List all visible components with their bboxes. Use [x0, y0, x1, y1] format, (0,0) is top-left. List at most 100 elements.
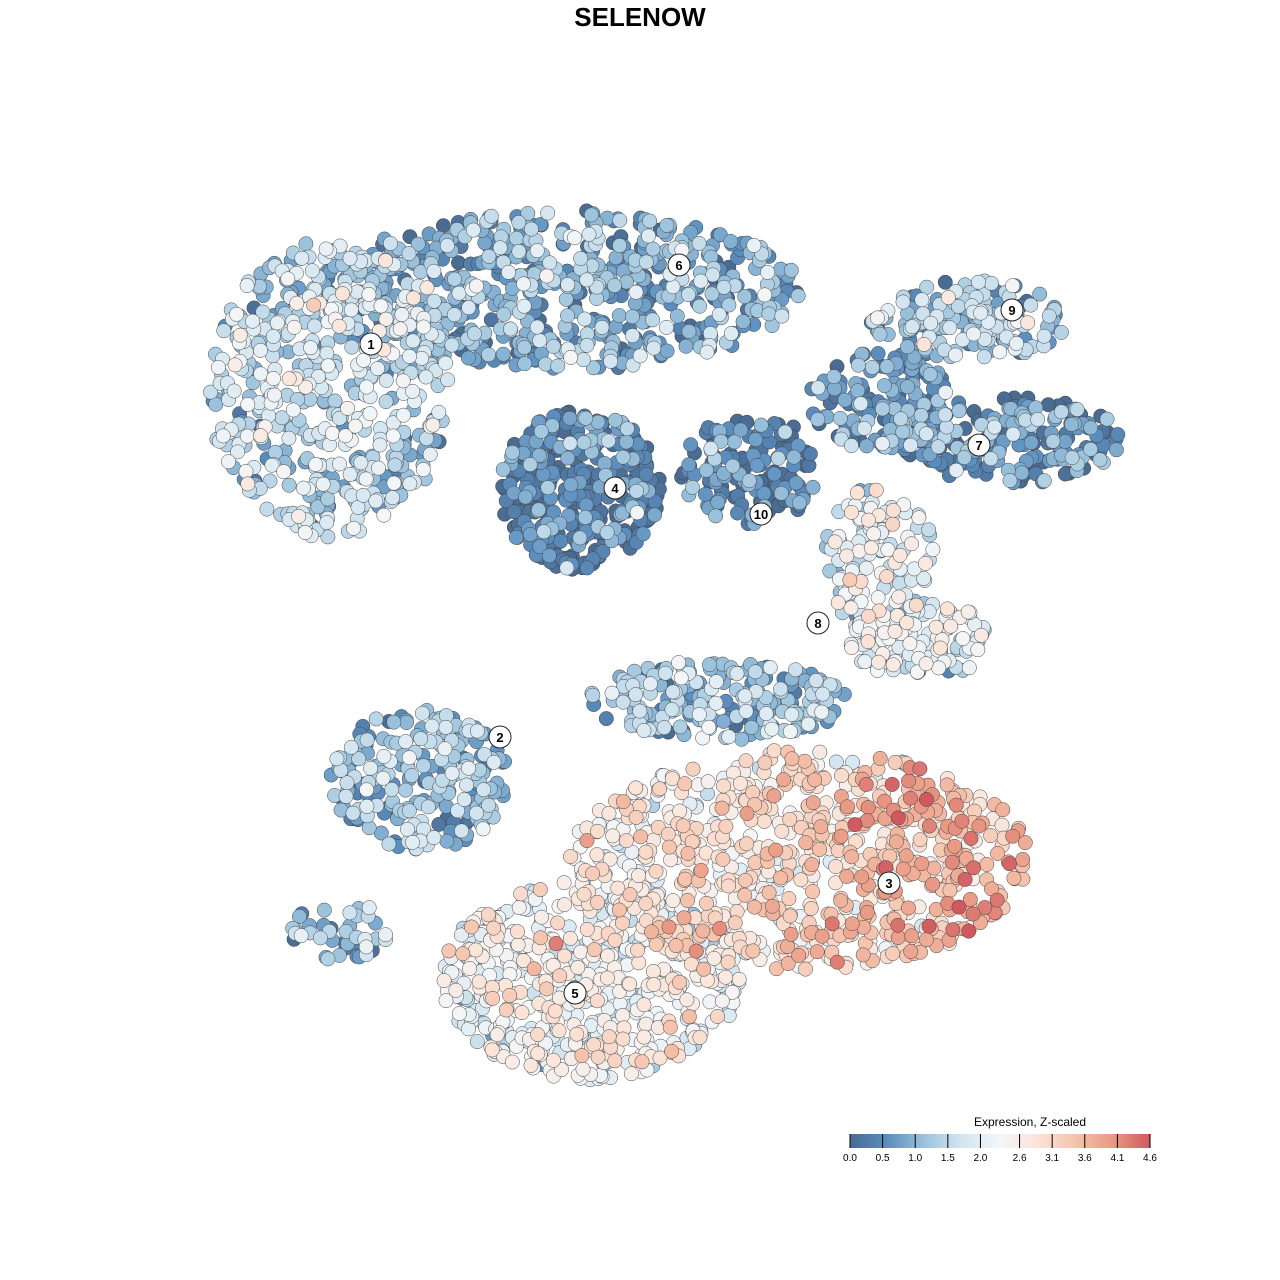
cell-point [529, 243, 545, 259]
cell-point [874, 436, 890, 452]
cell-point [319, 345, 335, 361]
cell-point [253, 428, 269, 444]
cell-point [645, 241, 661, 257]
cell-point [710, 1008, 725, 1024]
cell-point [594, 319, 610, 335]
cell-point [439, 238, 455, 254]
cell-point [659, 217, 675, 233]
cell-point [749, 458, 765, 473]
cell-point [681, 1009, 697, 1025]
cell-point [404, 768, 420, 784]
cell-point [573, 944, 589, 960]
cell-point [517, 356, 533, 372]
cell-point [895, 861, 911, 877]
cell-point [913, 407, 929, 423]
cell-point [783, 926, 799, 942]
cell-point [359, 798, 375, 814]
cell-point [912, 832, 928, 848]
cell-point [1064, 416, 1080, 432]
cell-point [557, 897, 572, 913]
cluster-label-5: 5 [563, 981, 587, 1005]
cell-point [548, 936, 564, 951]
cluster-label-text: 4 [611, 481, 619, 496]
cell-point [615, 1008, 631, 1023]
cell-point [937, 274, 953, 290]
cell-point [646, 977, 662, 992]
cell-point [210, 359, 226, 375]
cell-point [575, 1061, 591, 1077]
cell-point [436, 973, 452, 989]
cell-point [402, 348, 417, 364]
cell-point [638, 844, 654, 860]
cell-point [861, 512, 876, 528]
cell-point [764, 898, 780, 914]
cell-point [590, 894, 606, 910]
cell-point [860, 800, 876, 815]
legend-tick-label: 0.0 [843, 1153, 857, 1164]
cell-point [885, 516, 901, 532]
cell-point [808, 673, 824, 688]
cell-point [492, 240, 508, 256]
cell-point [892, 547, 908, 563]
cell-point [659, 319, 674, 335]
cell-point [890, 810, 906, 826]
cell-point [535, 467, 551, 482]
legend-tick-label: 3.1 [1045, 1153, 1060, 1164]
cell-point [516, 276, 532, 292]
cell-point [661, 839, 677, 855]
cell-point [773, 870, 788, 886]
cell-point [276, 464, 292, 480]
cell-point [858, 560, 874, 576]
legend-tick-label: 4.1 [1110, 1153, 1125, 1164]
cell-point [461, 300, 477, 316]
cell-point [376, 748, 392, 764]
cell-point [837, 392, 853, 408]
cell-point [868, 482, 884, 498]
cell-point [431, 404, 447, 420]
cell-point [815, 686, 831, 702]
cell-point [766, 788, 782, 804]
cell-point [304, 263, 320, 279]
cell-point [938, 384, 953, 400]
cell-point [556, 948, 572, 964]
cell-point [961, 923, 977, 939]
cell-point [529, 319, 545, 335]
cell-point [320, 358, 336, 374]
cell-point [770, 450, 786, 466]
cell-point [887, 754, 903, 770]
cell-point [725, 458, 741, 474]
cell-point [918, 791, 934, 807]
cell-point [810, 380, 826, 396]
cell-point [629, 483, 644, 499]
cell-point [782, 908, 798, 924]
cell-point [945, 922, 961, 938]
cell-point [870, 310, 885, 326]
cell-point [1064, 450, 1080, 466]
cell-point [739, 836, 755, 852]
cell-point [227, 357, 243, 373]
cell-point [438, 719, 454, 735]
cell-point [531, 502, 547, 518]
cell-point [586, 1037, 602, 1053]
cell-point [245, 313, 261, 329]
cell-point [918, 555, 933, 571]
cell-point [810, 412, 826, 427]
cell-point [747, 855, 763, 871]
cell-point [601, 806, 617, 821]
cell-point [598, 711, 614, 727]
cell-point [550, 358, 566, 374]
cell-point [469, 1034, 485, 1050]
cell-point [622, 976, 638, 992]
cell-point [849, 485, 865, 501]
cell-point [662, 1019, 678, 1035]
cell-point [737, 887, 753, 903]
cell-point [619, 421, 635, 437]
cell-point [413, 731, 429, 747]
cell-point [612, 212, 628, 228]
cell-point [895, 294, 911, 310]
cell-point [678, 338, 694, 354]
cell-point [532, 333, 548, 349]
cell-point [495, 462, 511, 477]
cell-point [652, 781, 668, 797]
cell-point [378, 927, 393, 943]
